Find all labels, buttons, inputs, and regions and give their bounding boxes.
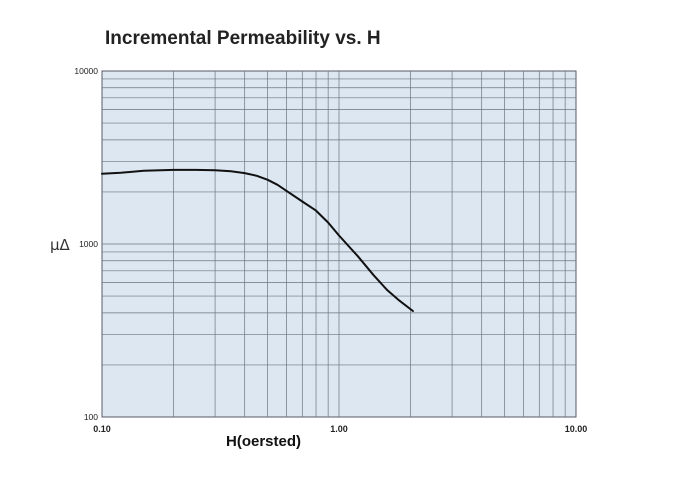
x-tick-label: 1.00 (330, 424, 348, 434)
y-axis-label: μΔ (50, 236, 71, 254)
y-axis-ticks: 10000 1000 100 (74, 66, 98, 422)
x-axis-label: H(oersted) (226, 433, 301, 450)
x-tick-label: 0.10 (93, 424, 111, 434)
y-tick-label: 1000 (79, 239, 98, 249)
series-line (101, 168, 414, 312)
y-tick-label: 100 (84, 412, 98, 422)
grid (102, 71, 576, 417)
x-axis-ticks: 0.10 1.00 10.00 (93, 424, 587, 434)
chart-title: Incremental Permeability vs. H (105, 28, 381, 49)
y-tick-label: 10000 (74, 66, 98, 76)
x-tick-label: 10.00 (565, 424, 588, 434)
